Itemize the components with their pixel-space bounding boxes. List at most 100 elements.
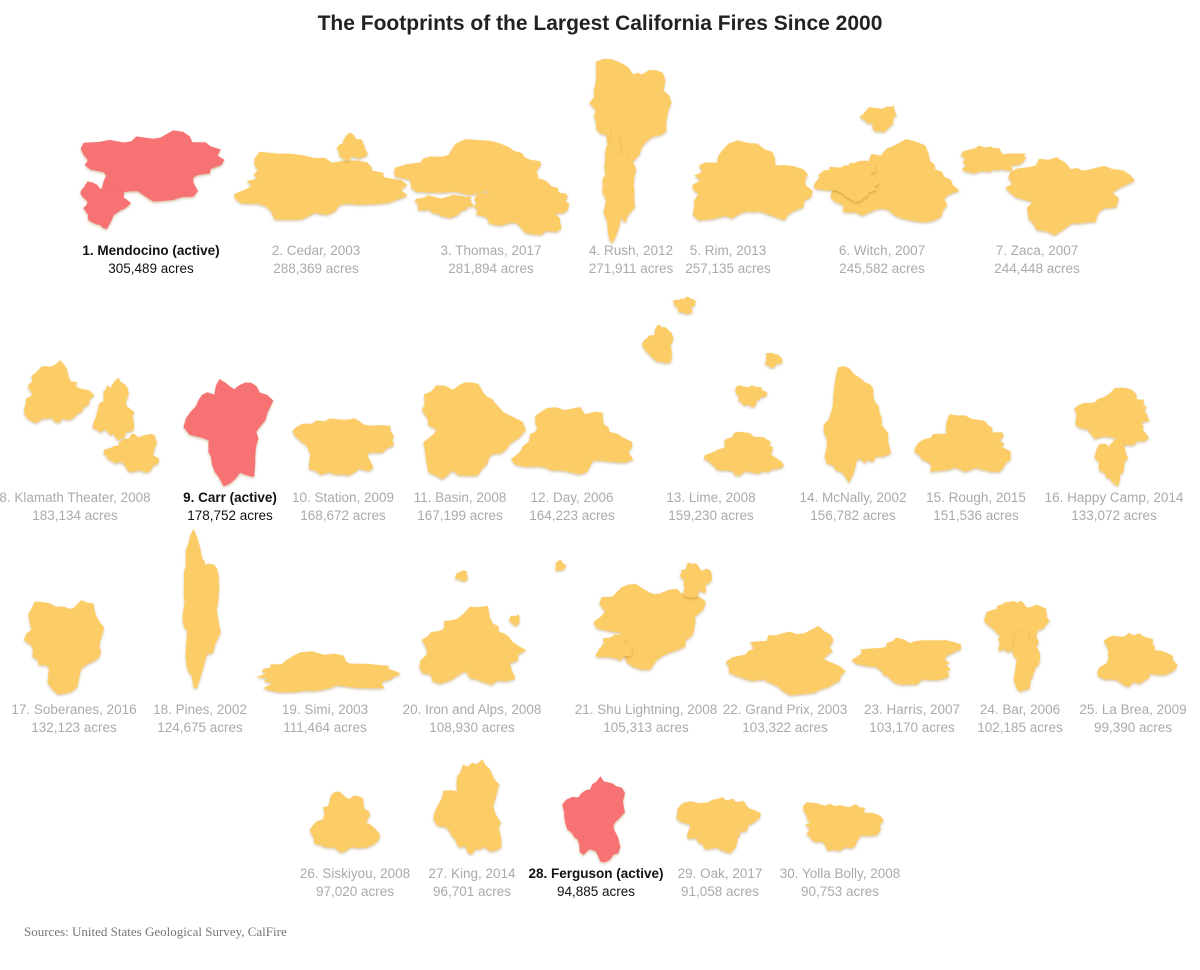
fire-footprint-8-1 — [24, 360, 95, 423]
fire-label-7: 7. Zaca, 2007 — [996, 243, 1079, 258]
fire-17: 17. Soberanes, 2016 132,123 acres — [11, 600, 137, 735]
fire-acres-25: 99,390 acres — [1094, 720, 1172, 735]
fire-footprint-24-2 — [1011, 627, 1041, 693]
fire-footprint-29-1 — [675, 797, 761, 854]
fire-footprint-13-5 — [765, 352, 783, 368]
fire-acres-2: 288,369 acres — [273, 261, 359, 276]
fire-footprint-4-2 — [602, 129, 637, 244]
fire-footprint-14-1 — [823, 366, 892, 483]
fire-footprint-17-1 — [24, 600, 105, 695]
fire-label-23: 23. Harris, 2007 — [864, 702, 960, 717]
fire-3: 3. Thomas, 2017 281,894 acres — [394, 139, 570, 276]
fire-footprint-15-1 — [914, 414, 1011, 472]
fire-footprint-3-2 — [473, 178, 570, 235]
fire-footprint-4-1 — [589, 58, 672, 166]
fire-label-18: 18. Pines, 2002 — [153, 702, 247, 717]
fire-acres-28: 94,885 acres — [557, 884, 635, 899]
fire-footprint-19-1 — [256, 651, 402, 693]
fire-label-26: 26. Siskiyou, 2008 — [300, 866, 410, 881]
fire-footprint-11-1 — [421, 382, 526, 480]
fire-footprint-13-2 — [641, 325, 674, 363]
fire-19: 19. Simi, 2003 111,464 acres — [256, 651, 402, 735]
fire-4: 4. Rush, 2012 271,911 acres — [589, 58, 674, 276]
fire-28: 28. Ferguson (active) 94,885 acres — [528, 776, 664, 899]
fire-label-28: 28. Ferguson (active) — [528, 866, 663, 881]
fire-16: 16. Happy Camp, 2014 133,072 acres — [1045, 387, 1184, 523]
fire-acres-4: 271,911 acres — [589, 261, 674, 276]
fire-acres-13: 159,230 acres — [668, 508, 754, 523]
fire-footprint-21-1 — [593, 584, 706, 670]
fire-acres-17: 132,123 acres — [31, 720, 117, 735]
fire-acres-3: 281,894 acres — [448, 261, 534, 276]
fire-label-20: 20. Iron and Alps, 2008 — [403, 702, 542, 717]
fire-label-24: 24. Bar, 2006 — [980, 702, 1060, 717]
fire-7: 7. Zaca, 2007 244,448 acres — [960, 145, 1135, 276]
fire-label-22: 22. Grand Prix, 2003 — [723, 702, 848, 717]
fire-footprint-3-1 — [394, 139, 547, 201]
fire-footprint-1-2 — [80, 181, 132, 229]
fire-acres-26: 97,020 acres — [316, 884, 394, 899]
fire-acres-10: 168,672 acres — [300, 508, 386, 523]
fire-footprint-8-3 — [103, 433, 159, 473]
fire-footprint-13-4 — [734, 385, 768, 408]
fire-label-12: 12. Day, 2006 — [530, 490, 613, 505]
fire-acres-19: 111,464 acres — [283, 720, 367, 735]
fire-label-5: 5. Rim, 2013 — [690, 243, 767, 258]
fire-label-29: 29. Oak, 2017 — [678, 866, 763, 881]
fire-30: 30. Yolla Bolly, 2008 90,753 acres — [780, 802, 900, 899]
fire-label-27: 27. King, 2014 — [428, 866, 516, 881]
fire-5: 5. Rim, 2013 257,135 acres — [685, 140, 813, 276]
fire-label-6: 6. Witch, 2007 — [839, 243, 925, 258]
fire-label-3: 3. Thomas, 2017 — [440, 243, 541, 258]
fire-label-4: 4. Rush, 2012 — [589, 243, 673, 258]
fire-12: 12. Day, 2006 164,223 acres — [511, 407, 634, 523]
fire-acres-5: 257,135 acres — [685, 261, 771, 276]
fire-acres-1: 305,489 acres — [108, 261, 194, 276]
fire-footprint-16-1 — [1074, 387, 1150, 446]
chart-title: The Footprints of the Largest California… — [317, 12, 883, 35]
fire-14: 14. McNally, 2002 156,782 acres — [799, 366, 907, 523]
fire-footprint-16-2 — [1094, 438, 1129, 487]
fire-25: 25. La Brea, 2009 99,390 acres — [1079, 632, 1187, 735]
fire-acres-11: 167,199 acres — [417, 508, 503, 523]
fire-footprint-7-2 — [960, 145, 1027, 174]
fire-footprint-27-1 — [433, 759, 502, 855]
fire-22: 22. Grand Prix, 2003 103,322 acres — [723, 626, 848, 735]
fire-acres-7: 244,448 acres — [994, 261, 1080, 276]
fire-footprint-10-1 — [292, 418, 394, 476]
fire-8: 8. Klamath Theater, 2008 183,134 acres — [0, 360, 159, 523]
fire-23: 23. Harris, 2007 103,170 acres — [851, 637, 961, 735]
fire-acres-16: 133,072 acres — [1071, 508, 1157, 523]
fire-13: 13. Lime, 2008 159,230 acres — [641, 296, 785, 523]
fire-footprint-30-1 — [803, 802, 884, 851]
fire-label-1: 1. Mendocino (active) — [82, 243, 219, 258]
fire-footprint-13-1 — [703, 431, 785, 476]
fire-24: 24. Bar, 2006 102,185 acres — [977, 600, 1063, 735]
fire-footprint-3-3 — [414, 194, 475, 218]
fire-29: 29. Oak, 2017 91,058 acres — [675, 797, 763, 899]
fire-footprint-2-2 — [336, 132, 368, 161]
fire-acres-27: 96,701 acres — [433, 884, 511, 899]
fire-footprint-12-1 — [511, 407, 634, 475]
fire-acres-8: 183,134 acres — [32, 508, 118, 523]
fire-label-19: 19. Simi, 2003 — [282, 702, 368, 717]
fire-footprint-28-1 — [562, 776, 625, 862]
fire-acres-18: 124,675 acres — [157, 720, 243, 735]
fire-label-17: 17. Soberanes, 2016 — [11, 702, 136, 717]
fire-26: 26. Siskiyou, 2008 97,020 acres — [300, 791, 410, 899]
fire-6: 6. Witch, 2007 245,582 acres — [813, 105, 960, 276]
fire-footprint-5-1 — [692, 140, 813, 221]
fire-21: 21. Shu Lightning, 2008 105,313 acres — [555, 559, 717, 735]
fire-footprint-21-4 — [595, 634, 633, 661]
fire-9: 9. Carr (active) 178,752 acres — [183, 379, 277, 523]
fire-15: 15. Rough, 2015 151,536 acres — [914, 414, 1026, 523]
fire-acres-12: 164,223 acres — [529, 508, 615, 523]
fire-label-13: 13. Lime, 2008 — [666, 490, 755, 505]
fire-footprint-1-1 — [80, 130, 225, 202]
fire-label-25: 25. La Brea, 2009 — [1079, 702, 1186, 717]
fire-label-11: 11. Basin, 2008 — [414, 490, 507, 505]
fire-acres-15: 151,536 acres — [933, 508, 1019, 523]
fire-label-9: 9. Carr (active) — [183, 490, 277, 505]
fire-footprint-22-1 — [725, 626, 846, 696]
